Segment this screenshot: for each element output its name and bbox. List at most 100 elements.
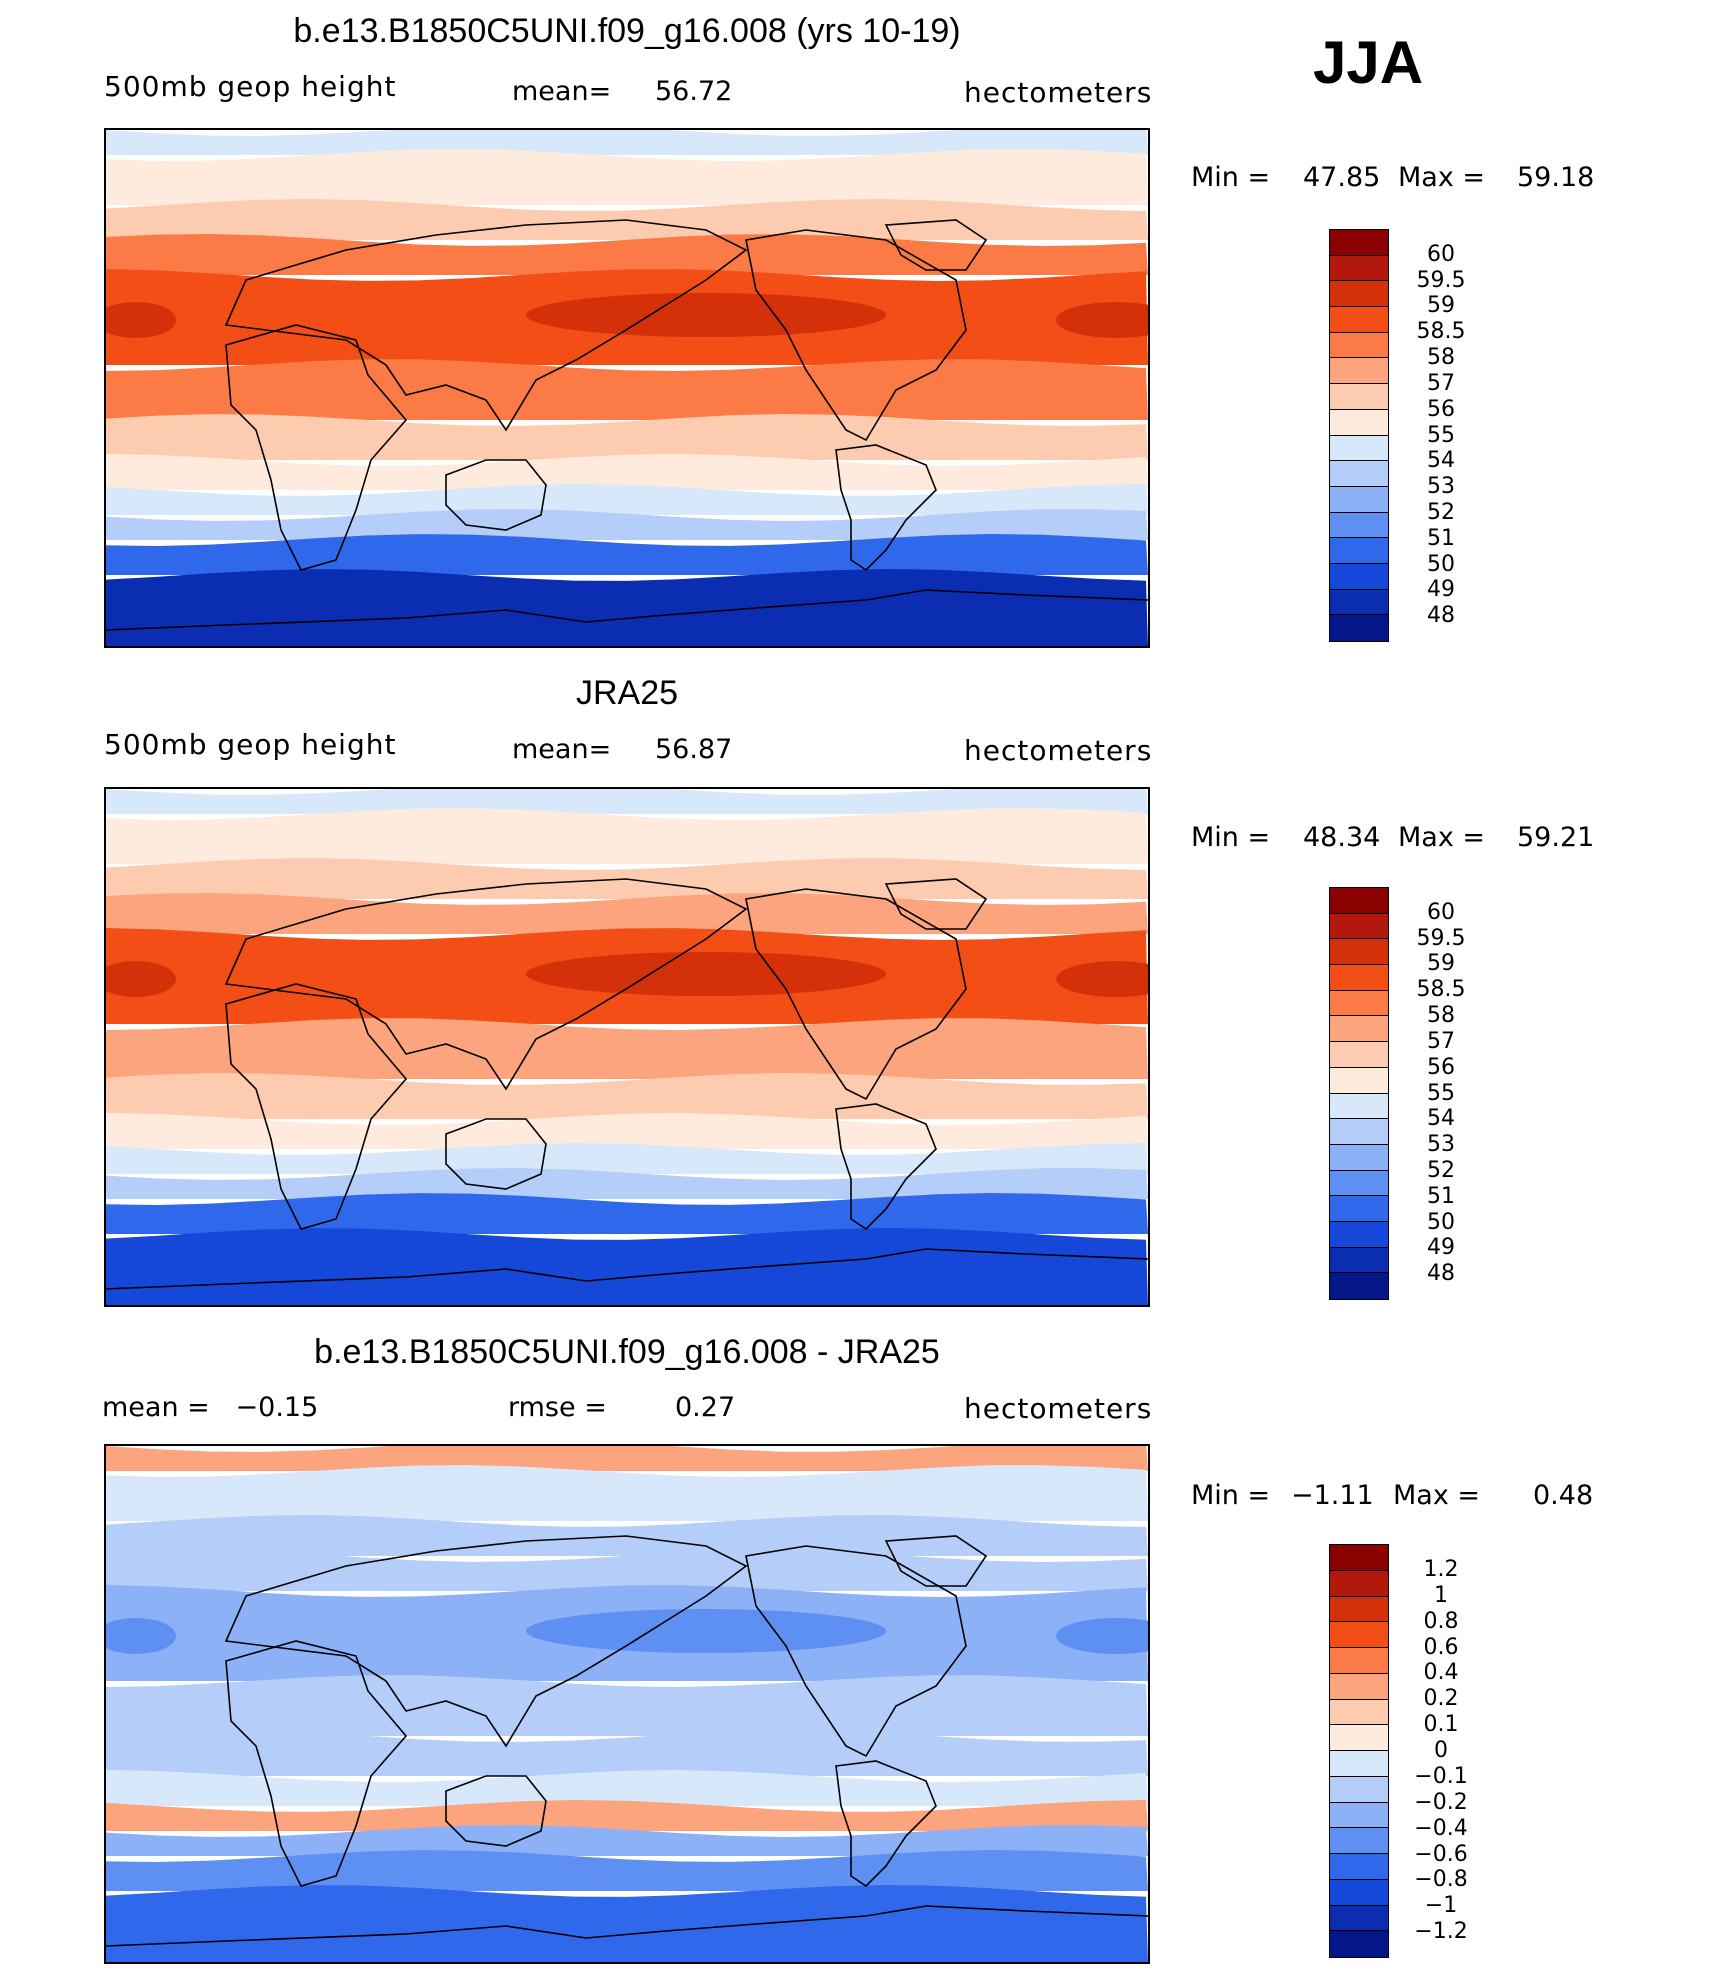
colorbar-swatch: [1330, 1648, 1388, 1674]
contour-core: [106, 961, 176, 997]
contour-core: [1056, 1618, 1148, 1654]
coastline: [835, 444, 937, 572]
season-label: JJA: [1313, 29, 1424, 96]
contour-band: [106, 1800, 1148, 1831]
colorbar: [1329, 229, 1389, 642]
colorbar-swatch: [1330, 1751, 1388, 1777]
coastline: [445, 459, 547, 531]
contour-band: [106, 454, 1148, 490]
colorbar-swatch: [1330, 1725, 1388, 1751]
colorbar-tick-label: 58: [1427, 1003, 1455, 1029]
panel-title: b.e13.B1850C5UNI.f09_g16.008 (yrs 10-19): [293, 12, 961, 50]
colorbar-tick-label: 53: [1427, 1132, 1455, 1158]
colorbar-swatch: [1330, 1247, 1388, 1274]
min-value: 48.34: [1303, 822, 1381, 853]
contour-map: [106, 130, 1148, 646]
colorbar-tick-label: 57: [1427, 370, 1455, 396]
coastline: [106, 1248, 1148, 1290]
coastline: [106, 1905, 1148, 1947]
units-label: hectometers: [964, 1392, 1153, 1425]
colorbar-swatch: [1330, 1144, 1388, 1171]
contour-core: [526, 1609, 886, 1653]
contour-band: [106, 1018, 1148, 1079]
colorbar-swatch: [1330, 1905, 1388, 1932]
contour-map: [106, 1446, 1148, 1962]
colorbar-swatch: [1330, 409, 1388, 436]
colorbar-tick-label: 48: [1427, 1261, 1455, 1287]
max-label: Max =: [1393, 1480, 1481, 1511]
colorbar-swatch: [1330, 1221, 1388, 1248]
colorbar-tick-label: 1: [1434, 1582, 1448, 1608]
colorbar-tick-label: 59: [1427, 293, 1455, 319]
mean-label: mean=: [512, 76, 612, 107]
contour-band: [106, 1168, 1148, 1199]
contour-band: [106, 1850, 1148, 1891]
colorbar-swatch: [1330, 332, 1388, 359]
min-value: 47.85: [1303, 162, 1381, 193]
colorbar-tick-label: −0.6: [1414, 1841, 1468, 1867]
coastline: [224, 219, 748, 432]
colorbar-swatch: [1330, 281, 1388, 308]
colorbar-tick-label: 58: [1427, 345, 1455, 371]
contour-band: [106, 893, 1148, 934]
colorbar-tick-label: −0.2: [1414, 1789, 1468, 1815]
min-label: Min =: [1191, 822, 1271, 853]
colorbar-swatch: [1330, 1545, 1388, 1571]
colorbar-tick-label: 54: [1427, 1106, 1455, 1132]
colorbar-tick-label: 52: [1427, 1157, 1455, 1183]
colorbar-swatch: [1330, 230, 1388, 256]
colorbar-tick-label: 51: [1427, 1183, 1455, 1209]
colorbar-swatch: [1330, 1776, 1388, 1803]
colorbar-swatch: [1330, 1879, 1388, 1906]
colorbar-swatch: [1330, 1622, 1388, 1648]
mean-stat: mean = −0.15: [102, 1392, 319, 1423]
colorbar-tick-label: 0.4: [1423, 1660, 1459, 1686]
variable-label: 500mb geop height: [104, 728, 397, 761]
contour-core: [1056, 961, 1148, 997]
rmse-label: rmse =: [508, 1392, 607, 1423]
min-label: Min =: [1191, 162, 1271, 193]
colorbar-tick-label: 0.6: [1423, 1634, 1459, 1660]
panel-title: JRA25: [575, 674, 679, 712]
map-panel: [104, 128, 1150, 648]
colorbar-tick-label: 55: [1427, 1080, 1455, 1106]
colorbar-tick-label: 57: [1427, 1028, 1455, 1054]
contour-band: [106, 1730, 1148, 1776]
colorbar-swatch: [1330, 1273, 1388, 1299]
contour-band: [106, 1073, 1148, 1119]
contour-core: [526, 293, 886, 337]
colorbar-tick-label: 60: [1427, 899, 1455, 925]
min-label: Min =: [1191, 1480, 1271, 1511]
colorbar-swatch: [1330, 1828, 1388, 1854]
contour-band: [106, 1193, 1148, 1234]
colorbar-tick-label: 56: [1427, 1054, 1455, 1080]
colorbar-swatch: [1330, 1931, 1388, 1957]
colorbar-tick-label: 0: [1434, 1738, 1448, 1763]
colorbar-swatch: [1330, 990, 1388, 1017]
contour-core: [106, 302, 176, 338]
coastline: [445, 1118, 547, 1190]
colorbar-swatch: [1330, 615, 1388, 641]
colorbar-tick-label: 50: [1427, 1209, 1455, 1235]
colorbar-swatch: [1330, 1854, 1388, 1880]
contour-core: [1056, 302, 1148, 338]
coastline: [884, 1535, 988, 1587]
contour-band: [106, 1825, 1148, 1856]
colorbar-tick-label: 1.2: [1423, 1556, 1459, 1582]
colorbar: [1329, 887, 1389, 1300]
colorbar-tick-label: 59.5: [1416, 267, 1466, 293]
contour-band: [106, 130, 1148, 155]
colorbar-tick-label: 0.1: [1423, 1712, 1459, 1738]
max-value: 59.18: [1517, 162, 1595, 193]
colorbar-swatch: [1330, 888, 1388, 914]
colorbar-tick-label: −0.1: [1414, 1763, 1468, 1789]
colorbar-swatch: [1330, 1016, 1388, 1043]
contour-band: [106, 509, 1148, 540]
colorbar-tick-label: 54: [1427, 448, 1455, 474]
colorbar-swatch: [1330, 913, 1388, 940]
max-label: Max =: [1398, 822, 1486, 853]
colorbar-swatch: [1330, 939, 1388, 966]
contour-band: [106, 1885, 1148, 1962]
max-value: 59.21: [1517, 822, 1595, 853]
colorbar-tick-label: −0.8: [1414, 1867, 1468, 1893]
